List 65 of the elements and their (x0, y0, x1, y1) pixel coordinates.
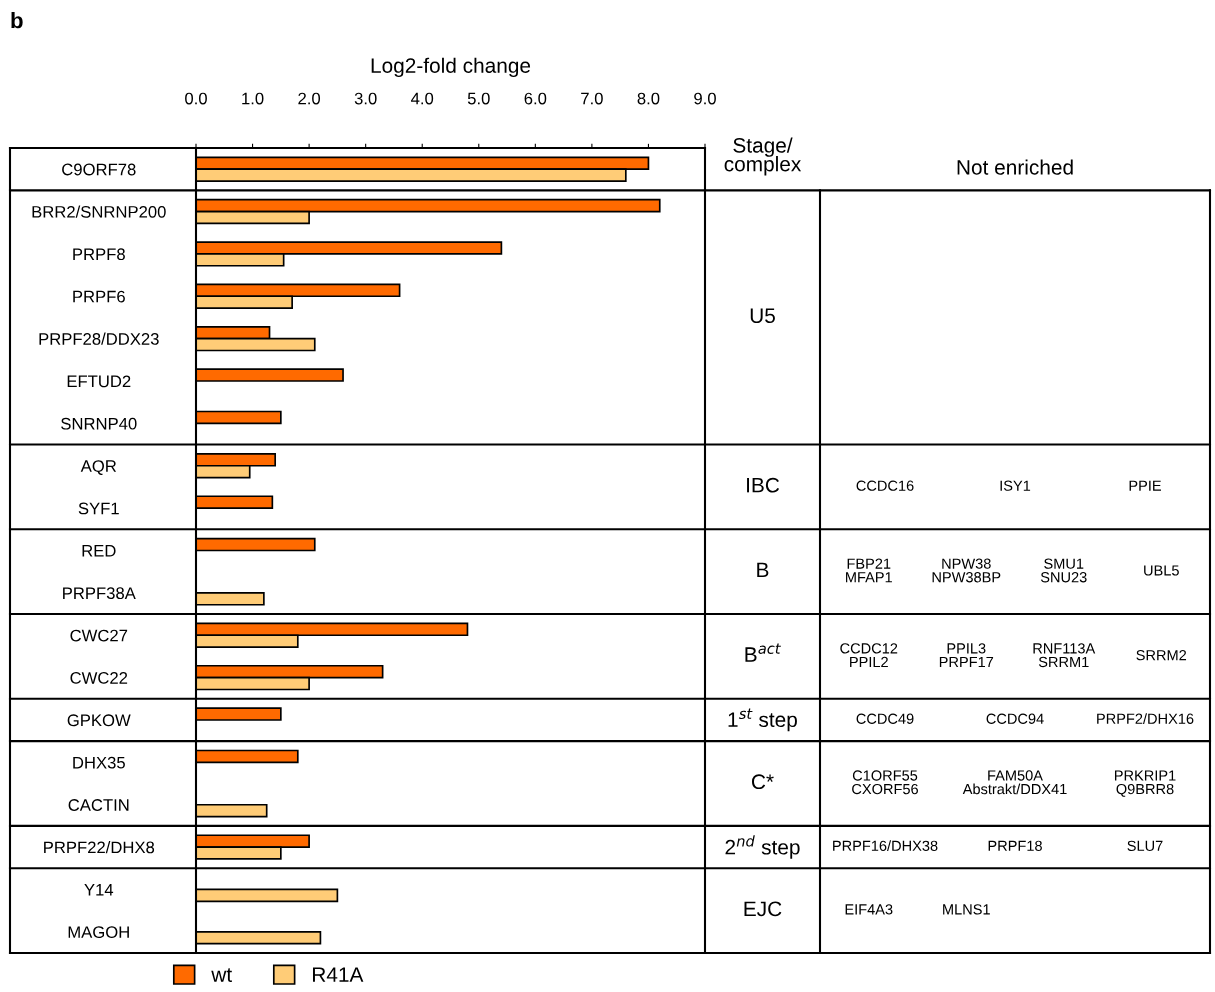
x-tick-label: 0.0 (185, 92, 207, 105)
y-tick-label: C9ORF78 (62, 163, 136, 176)
y-tick-label: GPKOW (67, 714, 131, 727)
text: PPIL3 PRPF17 (939, 643, 994, 667)
x-tick-label: 5.0 (467, 92, 490, 105)
text: 1$^{st}$ step (728, 708, 797, 732)
text: PRPF16/DHX38 (833, 840, 938, 851)
text: SMU1 SNU23 (1040, 558, 1087, 583)
text: b (11, 12, 23, 29)
text: CCDC94 (986, 713, 1044, 724)
text: CCDC49 (856, 713, 914, 724)
text: CCDC12 PPIL2 (840, 643, 898, 667)
legend-label: R41A (313, 967, 364, 982)
text: U5 (750, 308, 775, 324)
text: NPW38 NPW38BP (932, 558, 1001, 583)
y-tick-label: PRPF22/DHX8 (44, 841, 155, 854)
y-tick-label: DHX35 (73, 756, 125, 769)
y-tick-label: AQR (80, 460, 117, 475)
text: SRRM2 (1136, 650, 1187, 661)
x-tick-label: 7.0 (581, 92, 603, 105)
text: C* (751, 774, 774, 790)
y-tick-label: PRPF38A (63, 587, 136, 600)
legend-label: wt (211, 968, 232, 982)
y-tick-label: CWC22 (70, 672, 128, 684)
text: PRPF2/DHX16 (1097, 713, 1194, 724)
y-tick-label: SYF1 (78, 502, 119, 515)
x-tick-label: 3.0 (354, 92, 377, 105)
x-tick-label: 8.0 (637, 92, 660, 105)
y-tick-label: PRPF28/DDX23 (39, 332, 159, 345)
text: EIF4A3 (845, 904, 893, 915)
x-tick-label: 9.0 (694, 92, 716, 105)
y-tick-label: PRPF6 (73, 290, 125, 303)
text: MLNS1 (943, 904, 990, 915)
x-tick-label: 6.0 (524, 92, 547, 105)
y-tick-label: CWC27 (70, 629, 128, 642)
text: EJC (744, 901, 782, 917)
y-tick-label: EFTUD2 (67, 375, 131, 388)
text: Stage/ complex (724, 137, 802, 176)
y-tick-label: Y14 (84, 884, 114, 896)
text: C1ORF55 CXORF56 (852, 770, 918, 795)
y-tick-label: CACTIN (68, 799, 129, 811)
text: 2$^{nd}$ step (725, 835, 800, 859)
text: PPIE (1129, 480, 1161, 491)
text: PRKRIP1 Q9BRR8 (1114, 770, 1176, 797)
text: FAM50A Abstrakt/DDX41 (962, 770, 1067, 795)
x-axis-title: Log2-fold change (371, 57, 531, 78)
text: B (757, 562, 769, 578)
y-tick-label: MAGOH (68, 926, 129, 939)
y-tick-label: BRR2/SNRNP200 (32, 205, 166, 218)
text: FBP21 MFAP1 (846, 558, 892, 583)
x-tick-label: 1.0 (242, 92, 264, 105)
text: PRPF18 (988, 840, 1042, 851)
text: Not enriched (957, 159, 1073, 175)
text: SLU7 (1127, 840, 1163, 851)
y-tick-label: PRPF8 (73, 248, 125, 261)
y-tick-label: RED (82, 545, 116, 557)
text: ISY1 (1000, 480, 1031, 491)
x-tick-label: 4.0 (411, 92, 434, 105)
text: RNF113A SRRM1 (1033, 643, 1096, 668)
text: CCDC16 (856, 480, 914, 491)
text: UBL5 (1144, 565, 1179, 576)
y-tick-label: SNRNP40 (61, 417, 137, 430)
text: B$^{act}$ (745, 643, 781, 662)
x-tick-label: 2.0 (298, 92, 321, 105)
text: IBC (747, 477, 780, 493)
